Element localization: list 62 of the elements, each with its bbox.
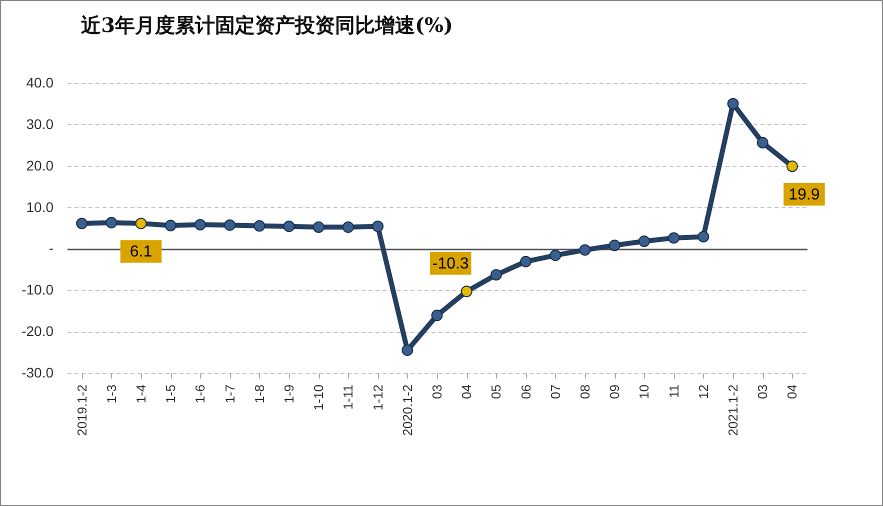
y-tick-label: 30.0 bbox=[26, 116, 54, 132]
point bbox=[490, 269, 502, 281]
point bbox=[164, 220, 176, 232]
y-tick-label: -30.0 bbox=[22, 364, 54, 380]
x-tick-label: 12 bbox=[696, 384, 711, 399]
x-tick-label: 1-7 bbox=[222, 384, 238, 404]
point bbox=[76, 218, 88, 230]
point bbox=[608, 240, 620, 252]
y-tick-label: 40.0 bbox=[26, 74, 54, 90]
point bbox=[283, 220, 295, 232]
point bbox=[756, 136, 768, 148]
point bbox=[194, 218, 206, 230]
point bbox=[638, 236, 650, 247]
y-tick-label: - bbox=[48, 240, 54, 256]
x-tick-label: 1-10 bbox=[311, 384, 326, 411]
x-tick-label: 04 bbox=[459, 384, 474, 399]
x-tick-label: 07 bbox=[548, 384, 563, 399]
point bbox=[342, 221, 354, 233]
y-tick-label: 10.0 bbox=[26, 198, 54, 215]
point bbox=[520, 256, 532, 268]
y-tick-label: -20.0 bbox=[22, 323, 54, 340]
x-tick-label: 1-5 bbox=[163, 384, 178, 404]
y-tick-label: 20.0 bbox=[26, 157, 54, 174]
point bbox=[550, 250, 562, 262]
x-tick-label: 1-9 bbox=[282, 384, 296, 404]
x-tick-label: 1-3 bbox=[104, 384, 119, 404]
y-tick-label: -10.0 bbox=[22, 282, 54, 298]
point bbox=[460, 286, 472, 298]
point bbox=[135, 218, 147, 230]
data-label: -10.3 bbox=[432, 255, 469, 272]
x-tick-label: 1-6 bbox=[192, 384, 208, 404]
point bbox=[224, 219, 236, 231]
x-tick-label: 1-11 bbox=[340, 384, 356, 410]
point bbox=[312, 221, 324, 233]
point bbox=[402, 344, 414, 356]
x-tick-label: 08 bbox=[578, 384, 592, 399]
point bbox=[786, 160, 798, 172]
point bbox=[372, 220, 384, 232]
point bbox=[431, 310, 443, 322]
x-tick-label: 2020.1-2 bbox=[400, 384, 415, 436]
x-tick-label: 11 bbox=[666, 384, 682, 398]
x-tick-label: 05 bbox=[488, 384, 504, 399]
point bbox=[668, 232, 680, 244]
x-tick-label: 2021.1-2 bbox=[726, 384, 740, 436]
x-tick-label: 1-8 bbox=[252, 384, 267, 404]
x-tick-label: 03 bbox=[755, 384, 770, 399]
x-tick-label: 10 bbox=[636, 384, 652, 399]
point bbox=[698, 230, 710, 242]
point bbox=[727, 98, 739, 110]
x-tick-label: 04 bbox=[784, 384, 800, 399]
point bbox=[106, 216, 118, 228]
point bbox=[579, 244, 591, 256]
x-tick-label: 1-12 bbox=[370, 384, 386, 411]
chart-title: 近3年月度累计固定资产投资同比增速(%) bbox=[80, 13, 453, 37]
x-tick-label: 09 bbox=[607, 384, 622, 399]
x-tick-label: 1-4 bbox=[134, 384, 148, 404]
data-label: 19.9 bbox=[788, 186, 820, 204]
x-tick-label: 2019.1-2 bbox=[74, 384, 90, 436]
data-label: 6.1 bbox=[130, 243, 152, 260]
x-tick-label: 06 bbox=[518, 384, 534, 399]
point bbox=[254, 220, 266, 232]
x-tick-label: 03 bbox=[430, 384, 444, 399]
